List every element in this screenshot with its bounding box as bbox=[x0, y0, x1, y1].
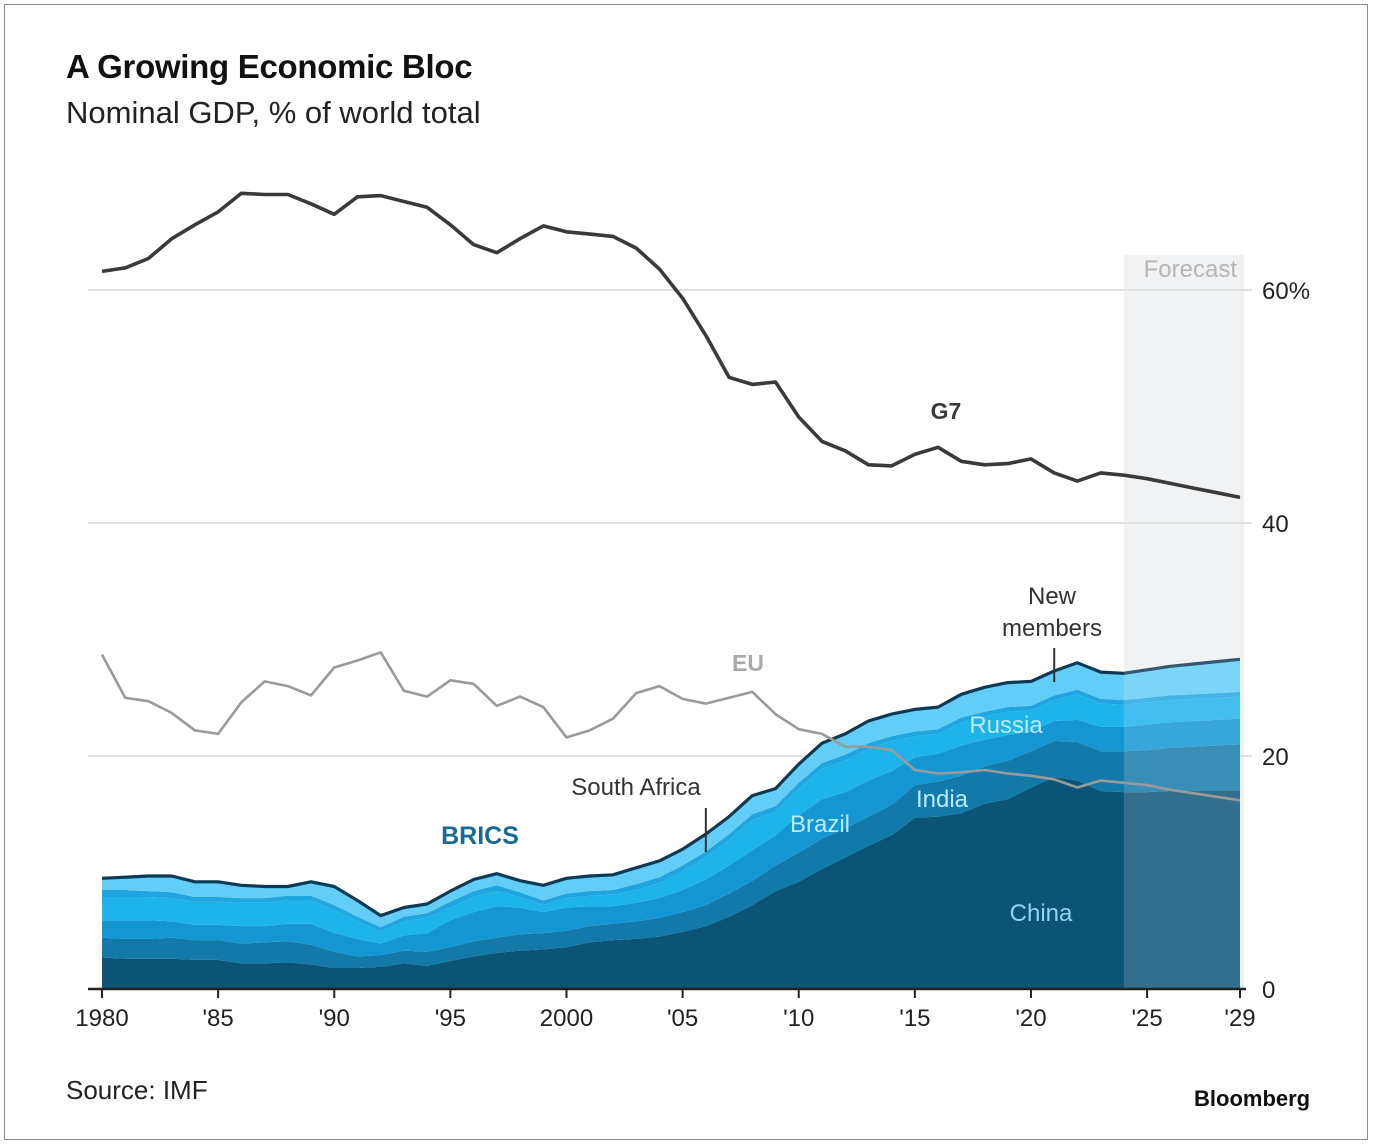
brics-stack bbox=[102, 659, 1240, 989]
label-brics: BRICS bbox=[441, 822, 519, 850]
annotation-new-members-line2: members bbox=[1002, 615, 1102, 642]
x-tick-label-2005: '05 bbox=[667, 1005, 698, 1032]
area-india bbox=[102, 740, 1240, 968]
area-russia bbox=[102, 694, 1240, 944]
y-tick-label-40: 40 bbox=[1262, 511, 1289, 538]
annotation-south-africa: South Africa bbox=[571, 774, 701, 801]
label-brazil: Brazil bbox=[790, 811, 850, 838]
x-tick-label-2015: '15 bbox=[899, 1005, 930, 1032]
x-tick-label-1995: '95 bbox=[435, 1005, 466, 1032]
bloomberg-logo: Bloomberg bbox=[1194, 1086, 1311, 1111]
chart-title: A Growing Economic Bloc bbox=[66, 48, 473, 85]
line-eu bbox=[100, 651, 1241, 802]
y-tick-label-0: 0 bbox=[1262, 977, 1275, 1004]
x-tick-label-1980: 1980 bbox=[75, 1005, 128, 1032]
x-tick-label-1985: '85 bbox=[202, 1005, 233, 1032]
x-tick-label-2029: '29 bbox=[1224, 1005, 1255, 1032]
label-russia: Russia bbox=[969, 712, 1043, 739]
label-eu: EU bbox=[732, 650, 764, 676]
x-tick-label-2020: '20 bbox=[1015, 1005, 1046, 1032]
label-china: China bbox=[1010, 900, 1073, 927]
annotation-new-members-line1: New bbox=[1028, 583, 1077, 610]
x-tick-label-2025: '25 bbox=[1131, 1005, 1162, 1032]
forecast-label: Forecast bbox=[1144, 256, 1238, 283]
source-note: Source: IMF bbox=[66, 1075, 208, 1105]
label-india: India bbox=[916, 786, 969, 813]
line-g7 bbox=[101, 191, 1241, 500]
area-china bbox=[102, 777, 1240, 989]
y-tick-label-60: 60% bbox=[1262, 278, 1310, 305]
label-g7: G7 bbox=[931, 398, 962, 424]
x-tick-label-2000: 2000 bbox=[540, 1005, 593, 1032]
x-tick-label-2010: '10 bbox=[783, 1005, 814, 1032]
area-brazil bbox=[102, 718, 1240, 957]
x-tick-label-1990: '90 bbox=[319, 1005, 350, 1032]
brics-total-line bbox=[101, 657, 1241, 918]
chart-subtitle: Nominal GDP, % of world total bbox=[66, 95, 481, 130]
area-new-members bbox=[102, 659, 1240, 928]
y-tick-label-20: 20 bbox=[1262, 744, 1289, 771]
forecast-overlay bbox=[1123, 255, 1240, 989]
